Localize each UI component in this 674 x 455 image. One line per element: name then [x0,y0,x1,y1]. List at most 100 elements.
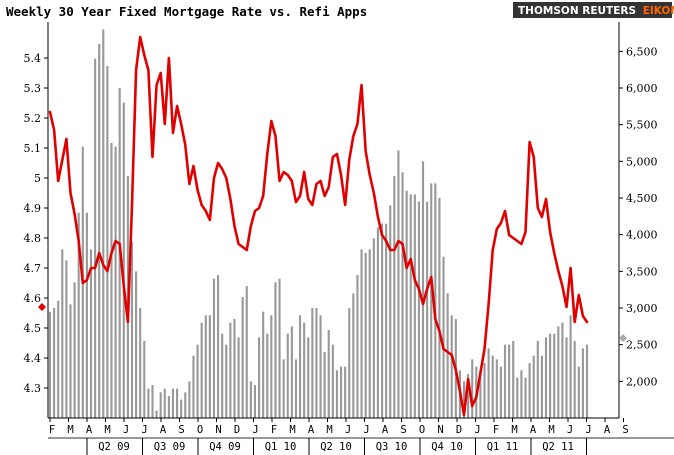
refi-apps-bar [401,172,404,418]
refi-apps-bar [159,392,162,418]
refi-apps-bar [491,355,494,418]
refi-apps-bar [360,249,363,418]
refi-apps-bar [483,363,486,418]
refi-apps-bar [368,249,371,418]
refi-apps-bar [389,205,392,418]
left-tick-label: 4.3 [24,382,42,395]
refi-apps-bar [163,388,166,418]
refi-apps-bar [278,278,281,418]
quarter-label: Q1 11 [487,441,519,453]
refi-apps-bar [512,341,515,418]
month-label: J [363,424,369,436]
refi-apps-bar [327,330,330,418]
refi-apps-bar [225,344,228,418]
refi-apps-bar [188,381,191,418]
month-label: O [197,424,203,436]
quarter-label: Q3 09 [154,441,186,453]
refi-apps-bar [376,227,379,418]
refi-apps-bar [106,66,109,418]
refi-apps-bar [245,286,248,418]
refi-apps-bar [65,260,68,418]
month-label: J [345,424,351,436]
axes-layer [38,22,674,455]
refi-apps-bar [69,304,72,418]
refi-apps-bar [352,293,355,418]
right-tick-label: 5,500 [626,119,658,132]
right-tick-label: 4,500 [626,192,658,205]
refi-apps-bar [249,381,252,418]
refi-apps-bar [98,44,101,418]
refi-apps-bar [549,333,552,418]
line-layer [48,35,589,417]
brand-logo: THOMSON REUTERS EIKON [518,5,674,17]
refi-apps-bar [73,282,76,418]
month-label: M [511,424,517,436]
quarter-label: Q2 10 [320,441,352,453]
month-label: F [49,424,55,436]
refi-apps-bar [192,355,195,418]
refi-apps-bar [85,212,88,418]
month-label: A [530,424,537,436]
month-label: A [160,424,167,436]
refi-apps-bar [274,282,277,418]
refi-apps-bar [532,355,535,418]
refi-apps-bar [446,293,449,418]
refi-apps-bar [581,348,584,418]
refi-apps-bar [442,256,445,418]
left-tick-label: 4.6 [24,292,42,305]
refi-apps-bar [57,300,60,418]
refi-apps-bar [135,271,138,418]
refi-apps-bar [372,238,375,418]
refi-apps-bar [417,201,420,418]
right-tick-label: 6,000 [626,82,658,95]
refi-apps-bar [471,359,474,418]
right-tick-label: 5,000 [626,155,658,168]
refi-apps-bar [323,352,326,418]
left-tick-label: 5.1 [24,142,42,155]
refi-apps-bar [364,253,367,418]
month-label: J [141,424,147,436]
refi-apps-bar [495,359,498,418]
refi-apps-bar [409,194,412,418]
refi-apps-bar [528,363,531,418]
refi-apps-bar [253,385,257,418]
refi-apps-bar [573,341,576,418]
refi-apps-bar [344,366,347,418]
refi-apps-bar [585,344,589,418]
brand-box [513,2,672,18]
refi-apps-bar [479,377,482,418]
month-label: S [400,424,406,436]
refi-apps-bar [540,355,543,418]
refi-apps-bar [303,322,306,418]
refi-apps-bar [467,374,470,418]
last-refi-marker [619,334,627,343]
refi-apps-bar [217,275,220,418]
refi-apps-bar [520,370,523,418]
brand-product: EIKON [643,5,674,17]
refi-apps-bar [200,322,203,418]
left-tick-label: 4.4 [24,352,42,365]
month-label: F [271,424,277,436]
refi-apps-bar [122,102,125,419]
refi-apps-bar [577,366,580,418]
month-label: J [123,424,129,436]
refi-apps-bar [61,249,64,418]
quarter-label: Q4 09 [209,441,241,453]
refi-apps-bar [508,344,511,418]
left-tick-label: 5.3 [24,82,42,95]
left-tick-label: 4.9 [24,202,42,215]
refi-apps-bar [294,359,298,418]
refi-apps-bar [184,392,187,418]
month-label: F [493,424,499,436]
refi-apps-bar [241,297,244,418]
refi-apps-bar [524,377,527,418]
refi-apps-bar [569,315,572,418]
refi-apps-bar [167,396,170,418]
refi-apps-bar [405,190,408,418]
refi-apps-bar [89,249,93,418]
left-tick-label: 5.4 [24,52,42,65]
right-tick-label: 3,500 [626,265,658,278]
refi-apps-bar [380,223,384,418]
refi-apps-bar [282,359,285,418]
